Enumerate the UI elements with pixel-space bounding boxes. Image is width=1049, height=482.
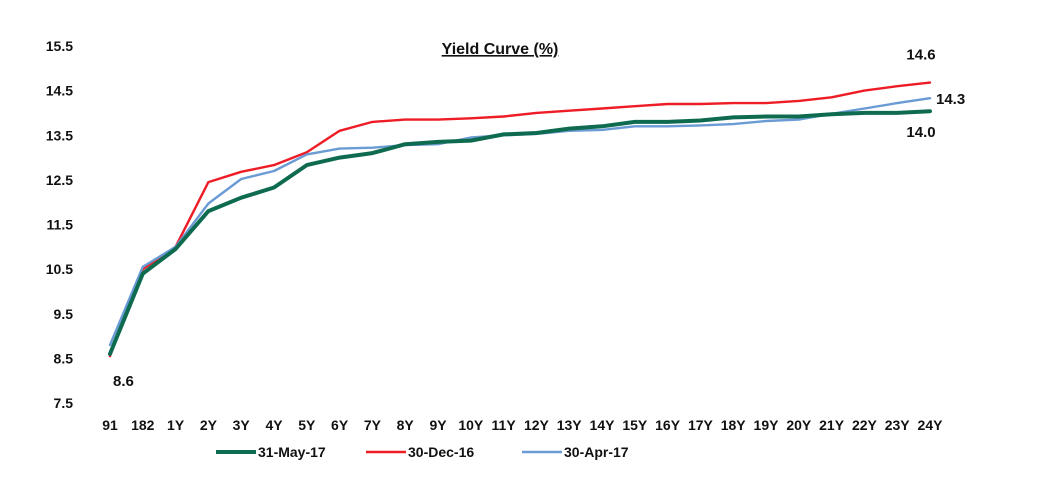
series-layer (108, 81, 932, 358)
x-tick-label: 22Y (852, 417, 878, 433)
data-label: 14.3 (936, 91, 965, 108)
x-tick-label: 9Y (429, 417, 447, 433)
series-line-31-May-17 (108, 109, 932, 356)
x-tick-label: 2Y (200, 417, 218, 433)
x-tick-label: 6Y (331, 417, 349, 433)
y-tick-label: 7.5 (54, 395, 74, 411)
x-tick-label: 7Y (364, 417, 382, 433)
data-label: 14.6 (906, 47, 935, 64)
data-labels: 8.6 14.6 14.314.0 (113, 47, 965, 390)
legend-label: 30-Apr-17 (564, 444, 629, 460)
x-tick-label: 18Y (721, 417, 747, 433)
data-label: 14.0 (906, 124, 935, 141)
legend-item: 30-Apr-17 (522, 444, 629, 460)
legend: 31-May-17 30-Dec-16 30-Apr-17 (216, 444, 629, 460)
x-axis: 91 182 1Y 2Y 3Y 4Y 5Y 6Y 7Y 8Y 9Y 10Y 11Y 12Y 13Y 14Y 15… (102, 417, 943, 433)
x-tick-label: 20Y (786, 417, 812, 433)
x-tick-label: 24Y (918, 417, 944, 433)
x-tick-label: 5Y (298, 417, 316, 433)
y-tick-label: 15.5 (46, 38, 73, 54)
x-tick-label: 8Y (397, 417, 415, 433)
x-tick-label: 4Y (265, 417, 283, 433)
x-tick-label: 1Y (167, 417, 185, 433)
x-tick-label: 19Y (754, 417, 780, 433)
y-tick-label: 12.5 (46, 172, 73, 188)
x-tick-label: 3Y (233, 417, 251, 433)
series-line-30-Dec-16 (108, 81, 932, 358)
y-axis: 7.5 8.5 9.5 10.5 11.5 12.5 13.5 14.5 15.5 (46, 38, 73, 411)
legend-label: 31-May-17 (258, 444, 326, 460)
x-tick-label: 15Y (622, 417, 648, 433)
x-tick-label: 11Y (492, 417, 517, 433)
y-tick-label: 9.5 (54, 306, 74, 322)
x-tick-label: 21Y (819, 417, 845, 433)
x-tick-label: 10Y (458, 417, 484, 433)
legend-label: 30-Dec-16 (408, 444, 474, 460)
x-tick-label: 182 (131, 417, 155, 433)
x-tick-label: 14Y (590, 417, 616, 433)
y-tick-label: 13.5 (46, 127, 73, 143)
x-tick-label: 91 (102, 417, 118, 433)
data-label: 8.6 (113, 373, 134, 390)
x-tick-label: 12Y (524, 417, 550, 433)
x-tick-label: 17Y (688, 417, 714, 433)
x-tick-label: 13Y (557, 417, 583, 433)
y-tick-label: 10.5 (46, 261, 73, 277)
y-tick-label: 8.5 (54, 350, 74, 366)
legend-item: 30-Dec-16 (366, 444, 474, 460)
legend-item: 31-May-17 (216, 444, 326, 460)
x-tick-label: 23Y (885, 417, 911, 433)
y-tick-label: 14.5 (46, 83, 73, 99)
x-tick-label: 16Y (655, 417, 681, 433)
y-tick-label: 11.5 (47, 217, 74, 233)
chart-title: Yield Curve (%) (442, 41, 559, 58)
